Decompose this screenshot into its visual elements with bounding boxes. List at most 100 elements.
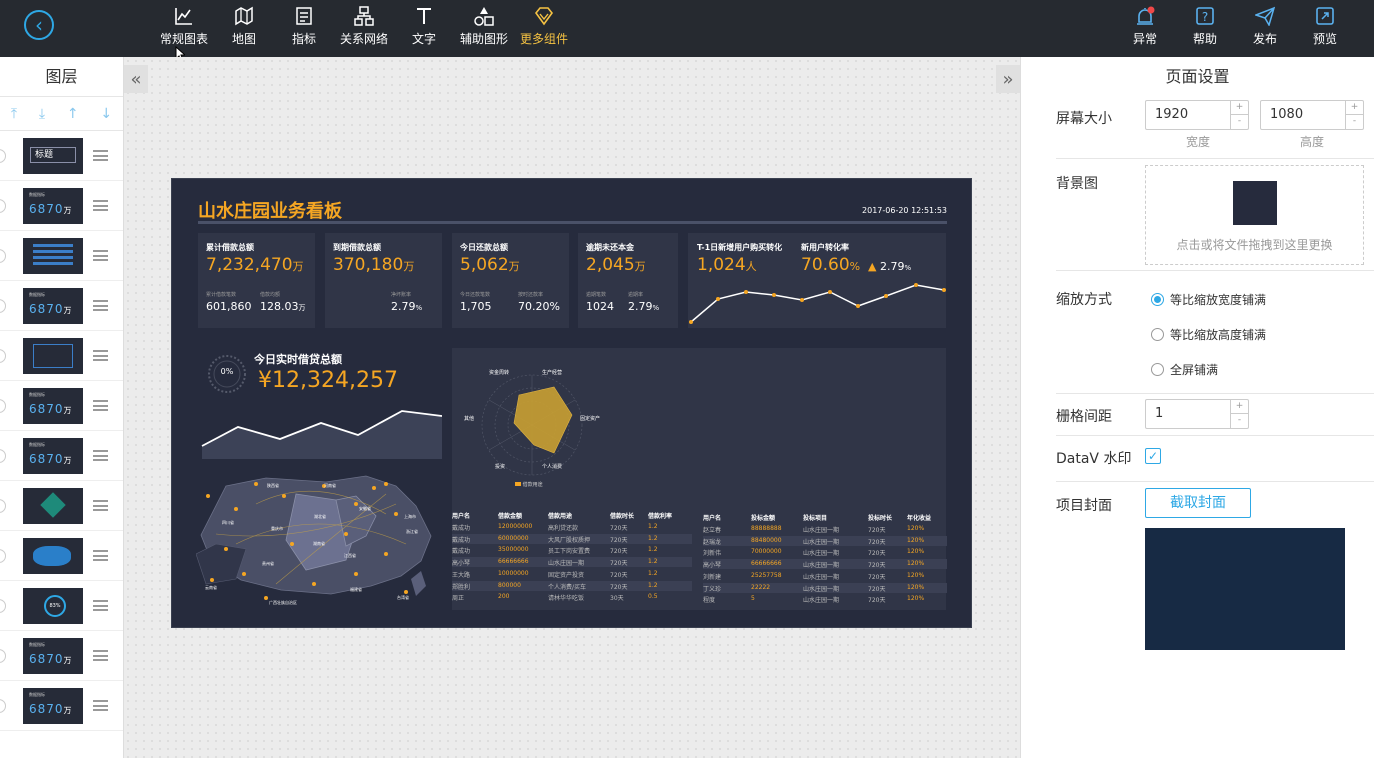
toolbar-more-button[interactable]: 更多组件 — [514, 6, 574, 47]
collapse-right-button[interactable]: » — [996, 65, 1020, 93]
radar-axis-label: 资金周转 — [489, 370, 510, 376]
table-cell: 王大路 — [452, 571, 471, 579]
move-up-icon[interactable]: ↑ — [66, 105, 79, 122]
drag-handle-icon[interactable] — [93, 450, 108, 461]
table-cell: 山水庄园一期 — [803, 562, 840, 570]
layer-select-radio[interactable] — [0, 149, 6, 163]
scale-option-width[interactable]: 等比缩放宽度铺满 — [1151, 291, 1266, 308]
layer-select-radio[interactable] — [0, 199, 6, 213]
table-cell: 戴成功 — [452, 536, 471, 544]
layer-item[interactable]: 数据指标 6870万 — [0, 181, 123, 231]
scale-option-full[interactable]: 全屏铺满 — [1151, 361, 1218, 378]
layer-select-radio[interactable] — [0, 499, 6, 513]
drag-handle-icon[interactable] — [93, 350, 108, 361]
map-label: 安徽省 — [359, 506, 371, 511]
layer-select-radio[interactable] — [0, 299, 6, 313]
layer-item[interactable]: 数据指标 6870万 — [0, 381, 123, 431]
table-cell: 1.2 — [648, 569, 658, 577]
toolbar-indicator-button[interactable]: 指标 — [274, 6, 334, 47]
move-bottom-icon[interactable]: ⤓ — [38, 105, 46, 122]
layer-order-buttons: ⤒ ⤓ ↑ ↓ — [0, 97, 123, 131]
layer-select-radio[interactable] — [0, 399, 6, 413]
chevron-left-icon: ‹ — [35, 13, 43, 37]
table-cell: 高小琴 — [452, 560, 471, 568]
toolbar-text-button[interactable]: 文字 — [394, 6, 454, 47]
grid-stepper[interactable]: + - — [1230, 400, 1248, 428]
move-down-icon[interactable]: ↓ — [100, 105, 113, 122]
layer-thumbnail — [23, 338, 83, 374]
layer-item[interactable] — [0, 231, 123, 281]
table-cell: 66666666 — [498, 558, 529, 566]
height-stepper[interactable]: + - — [1345, 101, 1363, 129]
toolbar-preview-button[interactable]: 预览 — [1295, 6, 1355, 47]
drag-handle-icon[interactable] — [93, 600, 108, 611]
ring-thumb-icon: 83% — [44, 595, 66, 617]
radar-chart — [481, 374, 583, 476]
table-cell: 720天 — [610, 548, 628, 556]
layer-select-radio[interactable] — [0, 549, 6, 563]
table-cell: 720天 — [610, 536, 628, 544]
toolbar-shapes-button[interactable]: 辅助图形 — [454, 6, 514, 47]
toolbar-help-button[interactable]: ? 帮助 — [1175, 6, 1235, 47]
layer-number: 6870万 — [29, 452, 73, 466]
svg-text:?: ? — [1202, 10, 1208, 24]
drag-handle-icon[interactable] — [93, 250, 108, 261]
layer-thumbnail — [23, 488, 83, 524]
table-header-cell: 年化收益 — [907, 515, 932, 522]
drag-handle-icon[interactable] — [93, 700, 108, 711]
layer-item[interactable]: 标题 — [0, 131, 123, 181]
toolbar-publish-button[interactable]: 发布 — [1235, 6, 1295, 47]
layer-item[interactable] — [0, 481, 123, 531]
layer-select-radio[interactable] — [0, 649, 6, 663]
layer-number: 6870万 — [29, 302, 73, 316]
width-stepper[interactable]: + - — [1230, 101, 1248, 129]
layer-select-radio[interactable] — [0, 599, 6, 613]
height-input[interactable]: 1080 + - — [1260, 100, 1364, 130]
drag-handle-icon[interactable] — [93, 500, 108, 511]
scale-option-height[interactable]: 等比缩放高度铺满 — [1151, 326, 1266, 343]
table-cell: 720天 — [868, 562, 886, 570]
toolbar-alarm-button[interactable]: 异常 — [1115, 6, 1175, 47]
toolbar-map-button[interactable]: 地图 — [214, 6, 274, 47]
map-label: 河南省 — [324, 483, 336, 488]
drag-handle-icon[interactable] — [93, 150, 108, 161]
layer-item[interactable] — [0, 331, 123, 381]
layer-item[interactable]: 数据指标 6870万 — [0, 681, 123, 731]
dashboard-preview[interactable]: 山水庄园业务看板 2017-06-20 12:51:53 累计借款总额 7,23… — [171, 178, 972, 628]
layer-item[interactable] — [0, 531, 123, 581]
background-upload[interactable]: 点击或将文件拖拽到这里更换 — [1145, 165, 1364, 265]
layer-select-radio[interactable] — [0, 349, 6, 363]
width-label: 宽度 — [1186, 135, 1211, 149]
drag-handle-icon[interactable] — [93, 550, 108, 561]
table-cell: 120% — [907, 595, 925, 603]
list-thumb-icon — [33, 244, 73, 268]
toolbar-chart-button[interactable]: 常规图表 — [154, 6, 214, 47]
table-header-cell: 用户名 — [452, 513, 471, 520]
map-label: 广西壮族自治区 — [269, 600, 297, 605]
layer-item[interactable]: 数据指标 6870万 — [0, 431, 123, 481]
layer-item[interactable]: 83% — [0, 581, 123, 631]
layer-select-radio[interactable] — [0, 249, 6, 263]
conversion-label: T-1日新增用户购买转化 — [697, 243, 783, 252]
layer-item[interactable]: 数据指标 6870万 — [0, 631, 123, 681]
editor-canvas[interactable]: « » 山水庄园业务看板 2017-06-20 12:51:53 累计借款总额 … — [124, 57, 1020, 758]
scale-label: 缩放方式 — [1056, 292, 1112, 308]
drag-handle-icon[interactable] — [93, 400, 108, 411]
watermark-checkbox[interactable]: ✓ — [1145, 448, 1161, 464]
move-top-icon[interactable]: ⤒ — [10, 105, 18, 122]
drag-handle-icon[interactable] — [93, 300, 108, 311]
top-toolbar: ‹ 常规图表 地图 指标 关系网络 文字 辅助图形 更多组件 异常 ? 帮助 发… — [0, 0, 1374, 62]
drag-handle-icon[interactable] — [93, 650, 108, 661]
width-input[interactable]: 1920 + - — [1145, 100, 1249, 130]
capture-cover-button[interactable]: 截取封面 — [1145, 488, 1251, 518]
back-button[interactable]: ‹ — [24, 10, 54, 40]
toolbar-network-button[interactable]: 关系网络 — [334, 6, 394, 47]
grid-input[interactable]: 1 + - — [1145, 399, 1249, 429]
radio-icon — [1151, 328, 1164, 341]
layer-select-radio[interactable] — [0, 699, 6, 713]
collapse-left-button[interactable]: « — [124, 65, 148, 93]
radio-icon — [1151, 363, 1164, 376]
drag-handle-icon[interactable] — [93, 200, 108, 211]
layer-select-radio[interactable] — [0, 449, 6, 463]
layer-item[interactable]: 数据指标 6870万 — [0, 281, 123, 331]
